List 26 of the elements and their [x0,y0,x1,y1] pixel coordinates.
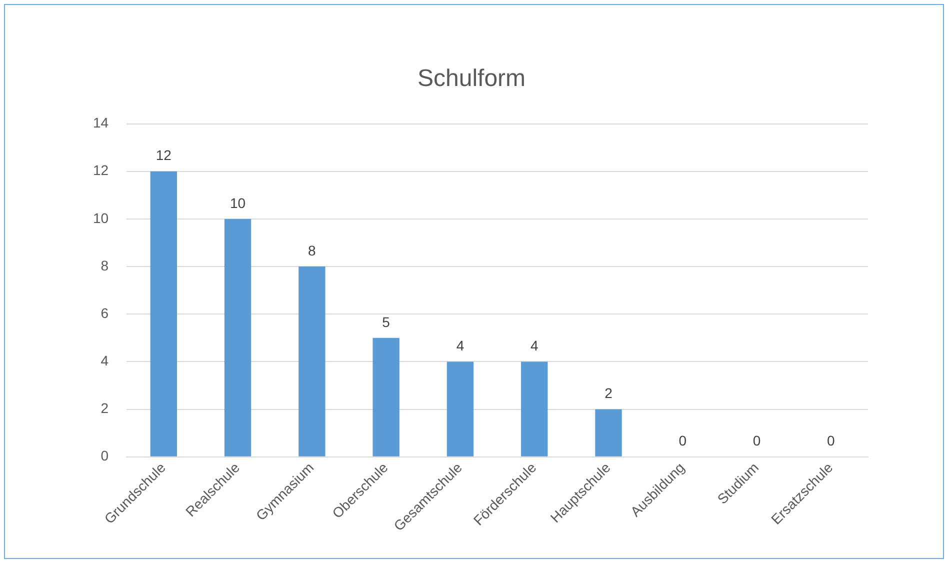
y-tick-label: 6 [100,304,109,321]
y-tick-label: 2 [100,400,109,416]
data-label: 0 [752,432,761,449]
y-tick-label: 10 [92,210,109,226]
data-label: 0 [827,432,836,449]
y-tick-label: 14 [92,114,109,131]
data-label: 10 [230,194,246,211]
y-tick-label: 0 [100,448,109,464]
data-label: 5 [382,314,390,330]
data-label: 2 [604,385,613,402]
bar [224,218,252,456]
bar [298,266,326,456]
y-tick-label: 8 [100,257,109,274]
data-label: 4 [530,338,538,354]
data-label: 12 [156,147,172,164]
bar [446,362,474,456]
y-tick-label: 4 [100,352,109,369]
data-label: 0 [678,432,687,449]
bar [372,338,400,456]
chart-title: Schulform [417,65,526,92]
bar [595,409,622,456]
bar [521,362,548,456]
bar [150,171,177,456]
y-tick-label: 12 [92,162,109,178]
data-label: 8 [308,242,316,258]
data-label: 4 [456,338,464,354]
